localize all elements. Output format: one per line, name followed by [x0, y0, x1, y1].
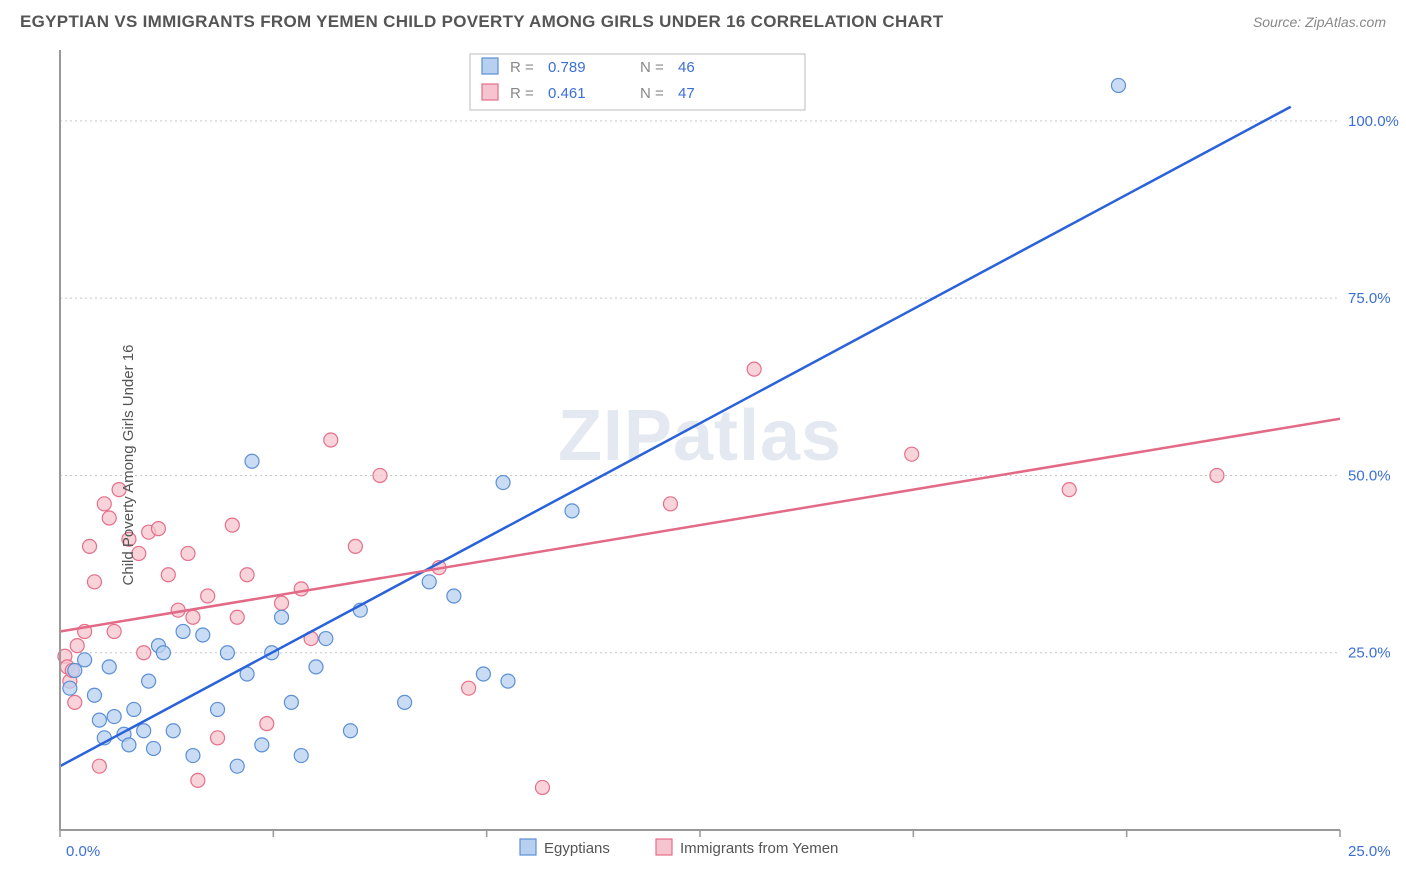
scatter-point	[260, 717, 274, 731]
scatter-point	[476, 667, 490, 681]
scatter-point	[186, 610, 200, 624]
scatter-point	[102, 511, 116, 525]
scatter-point	[176, 624, 190, 638]
scatter-point	[240, 568, 254, 582]
scatter-point	[166, 724, 180, 738]
svg-text:25.0%: 25.0%	[1348, 843, 1391, 860]
legend-swatch	[520, 839, 536, 855]
scatter-point	[319, 632, 333, 646]
scatter-point	[747, 362, 761, 376]
scatter-point	[230, 610, 244, 624]
svg-text:75.0%: 75.0%	[1348, 290, 1391, 307]
chart-container: Child Poverty Among Girls Under 16 25.0%…	[0, 40, 1406, 890]
scatter-chart-svg: 25.0% 50.0% 75.0% 100.0% ZIPatlas 0.0% 25.0% R …	[0, 40, 1406, 890]
scatter-point	[294, 749, 308, 763]
scatter-point	[196, 628, 210, 642]
scatter-point	[462, 681, 476, 695]
scatter-point	[63, 681, 77, 695]
legend-swatch	[482, 84, 498, 100]
scatter-point	[142, 674, 156, 688]
scatter-point	[92, 759, 106, 773]
scatter-point	[1210, 468, 1224, 482]
svg-text:25.0%: 25.0%	[1348, 645, 1391, 662]
scatter-point	[70, 639, 84, 653]
scatter-point	[284, 695, 298, 709]
scatter-point	[191, 773, 205, 787]
chart-title: EGYPTIAN VS IMMIGRANTS FROM YEMEN CHILD …	[20, 12, 943, 32]
scatter-point	[324, 433, 338, 447]
scatter-point	[87, 575, 101, 589]
scatter-point	[565, 504, 579, 518]
scatter-point	[211, 702, 225, 716]
legend-swatch	[656, 839, 672, 855]
legend-label: Egyptians	[544, 840, 610, 857]
scatter-point	[107, 624, 121, 638]
scatter-point	[225, 518, 239, 532]
scatter-point	[663, 497, 677, 511]
svg-text:ZIPatlas: ZIPatlas	[558, 396, 842, 476]
svg-text:50.0%: 50.0%	[1348, 467, 1391, 484]
scatter-point	[275, 610, 289, 624]
svg-text:46: 46	[678, 59, 695, 76]
scatter-point	[422, 575, 436, 589]
scatter-point	[398, 695, 412, 709]
header: EGYPTIAN VS IMMIGRANTS FROM YEMEN CHILD …	[0, 0, 1406, 40]
scatter-point	[83, 539, 97, 553]
svg-text:0.0%: 0.0%	[66, 843, 100, 860]
svg-text:R =: R =	[510, 59, 534, 76]
scatter-point	[156, 646, 170, 660]
scatter-point	[102, 660, 116, 674]
scatter-point	[87, 688, 101, 702]
svg-text:47: 47	[678, 85, 695, 102]
scatter-point	[294, 582, 308, 596]
scatter-point	[107, 710, 121, 724]
scatter-point	[181, 546, 195, 560]
legend-swatch	[482, 58, 498, 74]
scatter-point	[137, 646, 151, 660]
svg-text:R =: R =	[510, 85, 534, 102]
scatter-point	[373, 468, 387, 482]
svg-text:N =: N =	[640, 85, 664, 102]
scatter-point	[496, 476, 510, 490]
scatter-point	[78, 653, 92, 667]
source-label: Source: ZipAtlas.com	[1253, 14, 1386, 30]
scatter-point	[151, 522, 165, 536]
scatter-point	[127, 702, 141, 716]
scatter-point	[137, 724, 151, 738]
scatter-point	[97, 497, 111, 511]
scatter-point	[68, 695, 82, 709]
scatter-point	[275, 596, 289, 610]
scatter-point	[211, 731, 225, 745]
scatter-point	[255, 738, 269, 752]
scatter-point	[161, 568, 175, 582]
svg-text:100.0%: 100.0%	[1348, 113, 1399, 130]
scatter-point	[905, 447, 919, 461]
scatter-point	[343, 724, 357, 738]
scatter-point	[220, 646, 234, 660]
scatter-point	[309, 660, 323, 674]
trend-line	[60, 107, 1291, 766]
scatter-point	[501, 674, 515, 688]
y-axis-label: Child Poverty Among Girls Under 16	[120, 345, 137, 586]
scatter-point	[1111, 78, 1125, 92]
scatter-point	[201, 589, 215, 603]
scatter-point	[535, 780, 549, 794]
scatter-point	[1062, 483, 1076, 497]
scatter-point	[245, 454, 259, 468]
scatter-point	[147, 741, 161, 755]
svg-text:0.461: 0.461	[548, 85, 586, 102]
scatter-point	[92, 713, 106, 727]
svg-text:0.789: 0.789	[548, 59, 586, 76]
scatter-point	[230, 759, 244, 773]
scatter-point	[186, 749, 200, 763]
svg-text:N =: N =	[640, 59, 664, 76]
scatter-point	[447, 589, 461, 603]
scatter-point	[122, 738, 136, 752]
scatter-point	[348, 539, 362, 553]
legend-label: Immigrants from Yemen	[680, 840, 838, 857]
